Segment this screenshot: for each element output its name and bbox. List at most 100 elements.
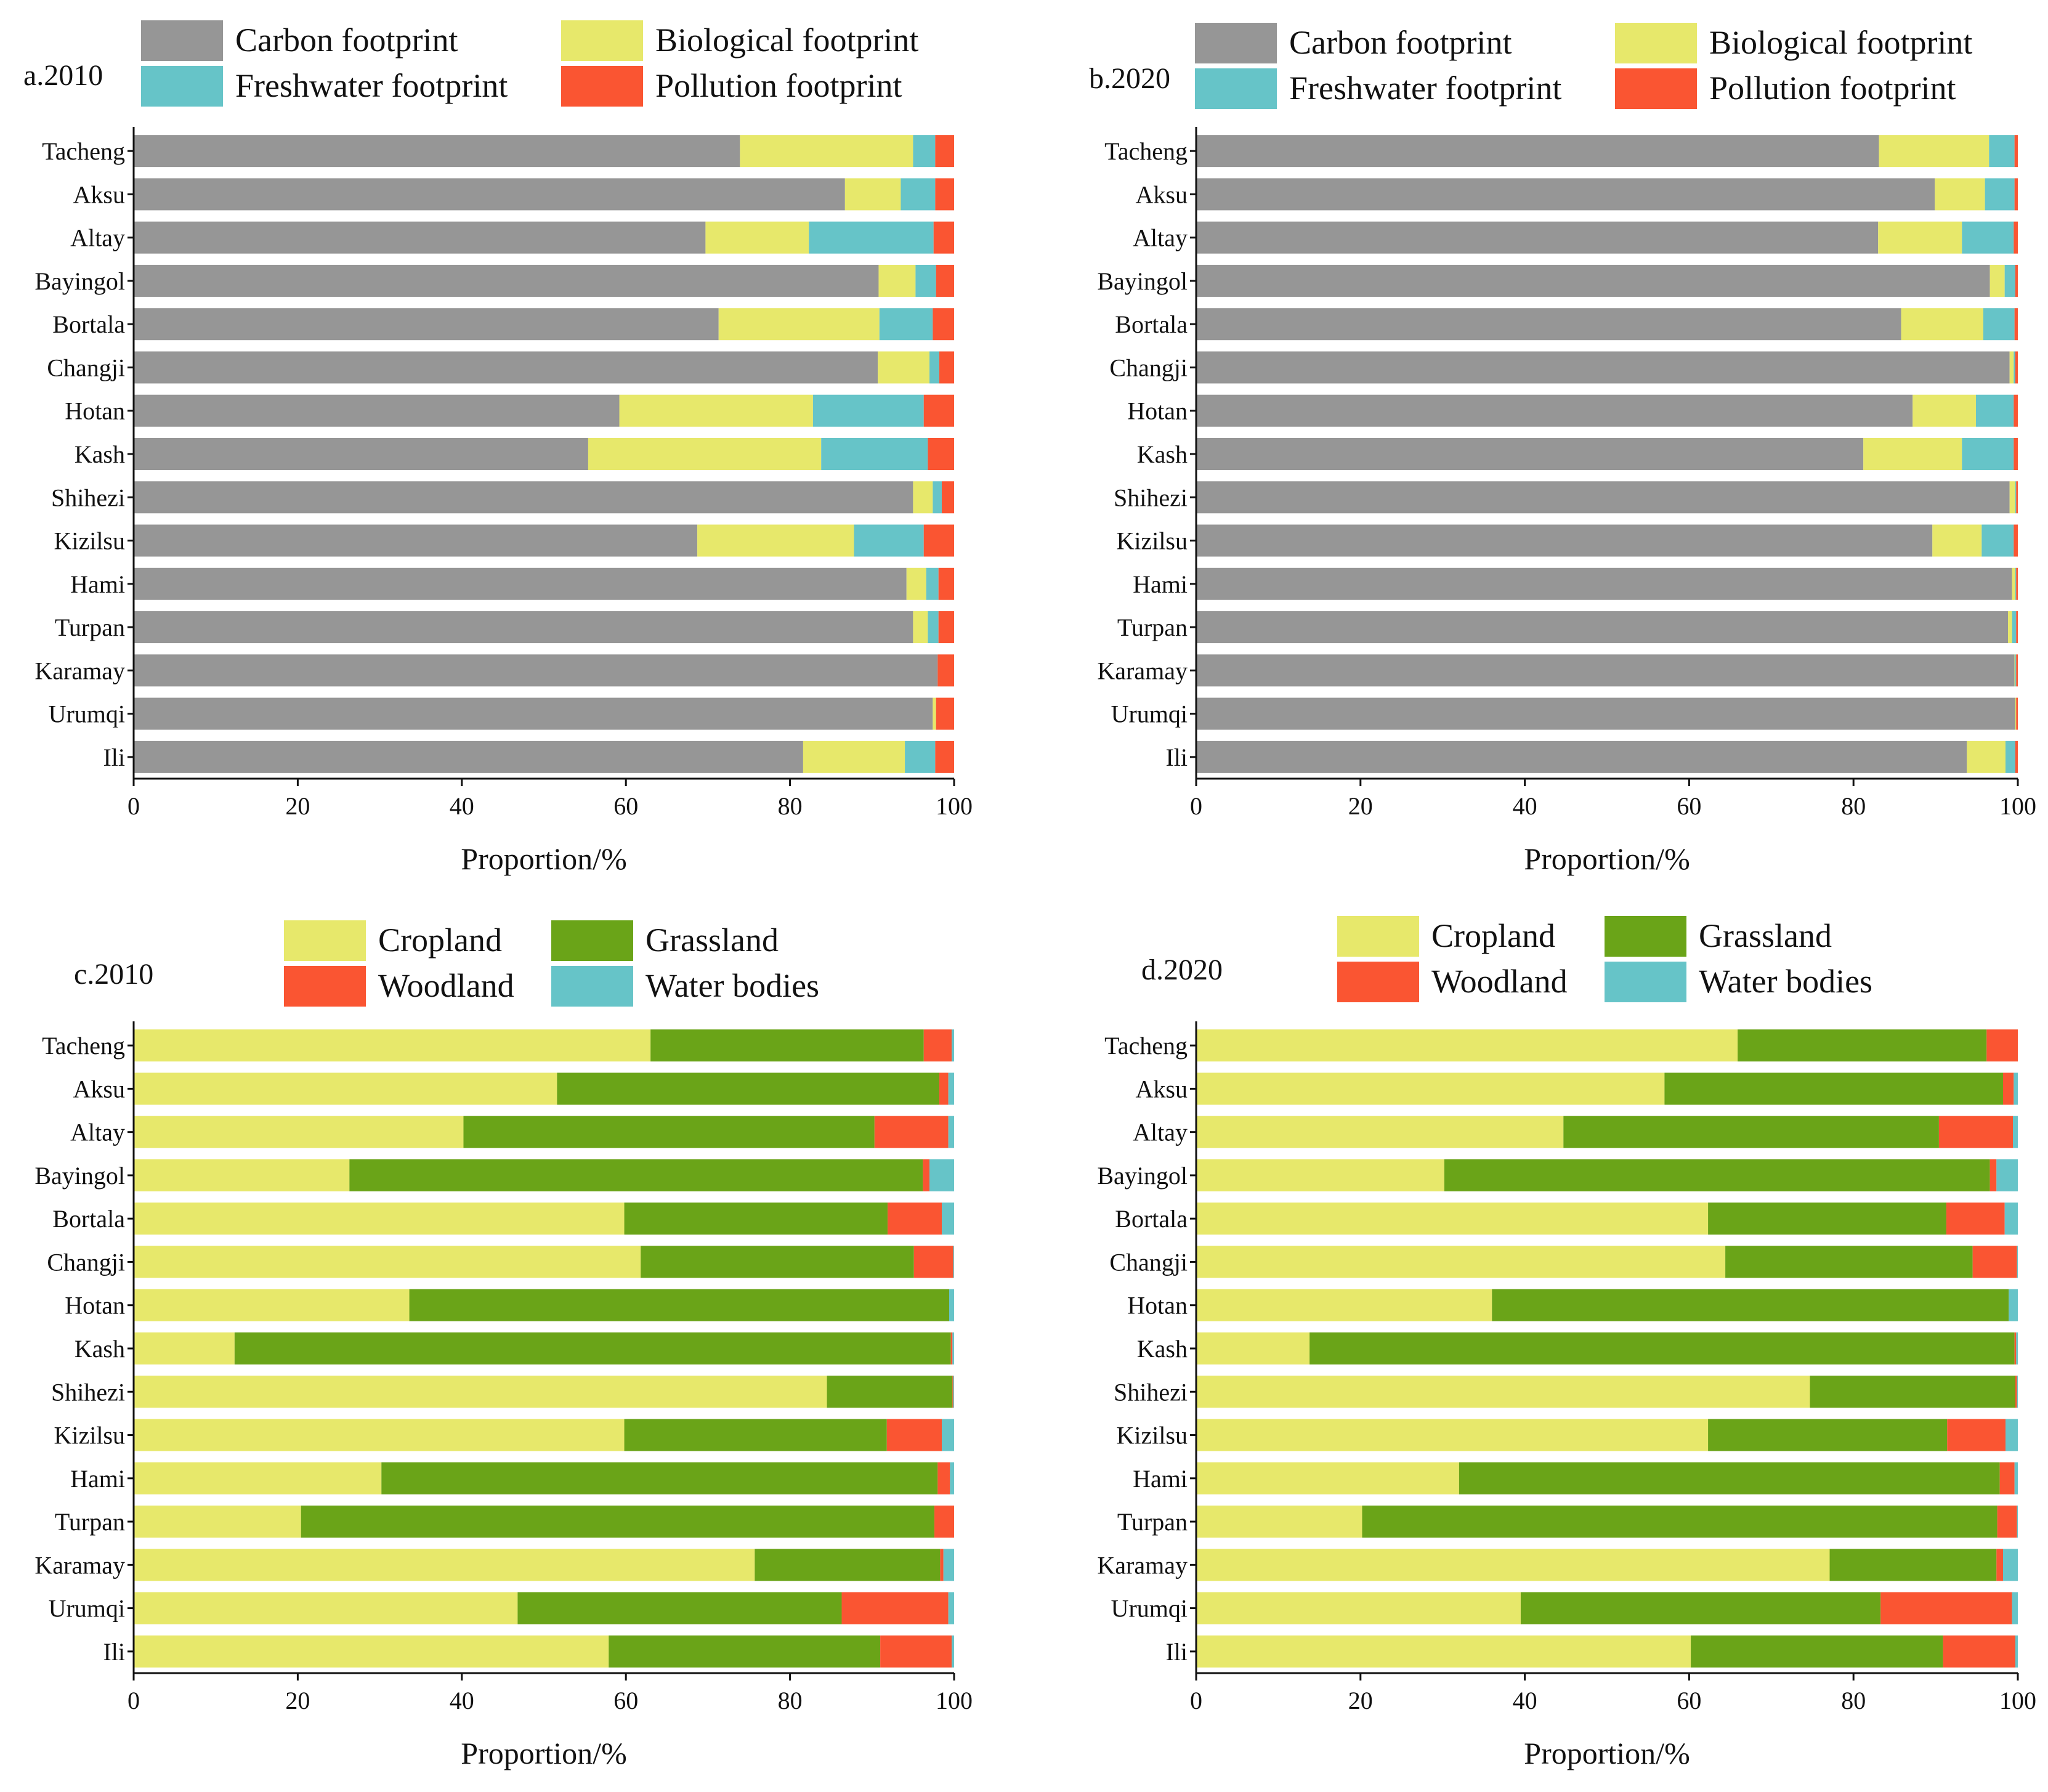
bar-segment-urumqi-4 <box>936 697 954 730</box>
bar-segment-ili-4 <box>935 740 954 773</box>
x-tick-label: 100 <box>936 792 973 820</box>
bar-segment-ili-2 <box>1691 1635 1943 1668</box>
bar-segment-urumqi-1 <box>1196 697 2015 730</box>
bar-segment-aksu-4 <box>935 178 954 211</box>
chart-panel-d: d.2020 Cropland Grassland Woodland Water bod… <box>1097 916 2036 1770</box>
category-label: Karamay <box>1097 1551 1188 1579</box>
bar-segment-turpan-2 <box>301 1506 935 1538</box>
panel-title: c.2010 <box>74 958 153 991</box>
bar-segment-hotan-4 <box>2014 394 2018 427</box>
bar-segment-karamay-4 <box>2016 654 2018 687</box>
bar-segment-tacheng-3 <box>1989 135 2015 168</box>
bar-segment-shihezi-3 <box>933 481 942 514</box>
legend-swatch <box>1337 916 1419 957</box>
bar-segment-aksu-1 <box>134 178 845 211</box>
bar-segment-hotan-1 <box>134 1289 410 1321</box>
legend-swatch <box>1615 68 1697 109</box>
bar-segment-bayingol-3 <box>1989 1159 1997 1191</box>
bar-segment-urumqi-2 <box>517 1592 842 1624</box>
category-label: Tacheng <box>42 1032 125 1060</box>
bar-segment-kash-2 <box>588 438 822 470</box>
bar-segment-karamay-3 <box>2015 654 2017 687</box>
bar-segment-bayingol-2 <box>349 1159 923 1191</box>
category-label: Altay <box>70 1119 125 1146</box>
x-axis-title: Proportion/% <box>1524 1736 1690 1770</box>
bar-segment-tacheng-4 <box>952 1029 954 1062</box>
bar-segment-turpan-3 <box>928 611 939 644</box>
bar-segment-hami-2 <box>2012 567 2015 600</box>
bar-segment-changji-3 <box>1972 1246 2017 1278</box>
bar-segment-kash-4 <box>928 438 954 470</box>
bar-segment-turpan-4 <box>2016 611 2018 644</box>
bar-segment-shihezi-4 <box>2016 481 2018 514</box>
bar-segment-tacheng-4 <box>2014 135 2018 168</box>
bar-segment-altay-3 <box>1962 221 2014 254</box>
bar-segment-bortala-1 <box>134 308 719 341</box>
bar-segment-altay-3 <box>1938 1116 2013 1148</box>
legend-label: Woodland <box>378 967 514 1004</box>
bar-segment-turpan-1 <box>134 1506 301 1538</box>
category-label: Changji <box>47 354 125 381</box>
legend-label: Biological footprint <box>655 22 918 59</box>
bar-segment-aksu-3 <box>901 178 936 211</box>
bar-segment-aksu-3 <box>1985 178 2015 211</box>
bar-segment-kizilsu-1 <box>1196 1419 1709 1451</box>
legend-label: Pollution footprint <box>1709 70 1956 107</box>
category-label: Ili <box>1165 1638 1188 1666</box>
bar-segment-tacheng-1 <box>1196 1029 1738 1062</box>
bar-segment-turpan-2 <box>913 611 928 644</box>
legend-label: Grassland <box>646 922 779 959</box>
bar-segment-ili-3 <box>905 740 936 773</box>
bar-segment-aksu-4 <box>2014 178 2018 211</box>
chart-panel-a: a.2010 Carbon footprint Biological footpri… <box>23 20 973 876</box>
bar-segment-ili-1 <box>1196 1635 1691 1668</box>
legend-swatch <box>141 20 223 61</box>
bar-segment-hotan-2 <box>1912 394 1976 427</box>
legend-swatch <box>1195 23 1277 63</box>
category-label: Bortala <box>52 310 125 338</box>
bar-segment-shihezi-2 <box>1810 1376 2015 1408</box>
bar-segment-kizilsu-1 <box>134 524 698 557</box>
bar-segment-karamay-4 <box>943 1549 954 1581</box>
bar-segment-tacheng-1 <box>134 135 740 168</box>
bar-segment-urumqi-4 <box>2012 1592 2018 1624</box>
category-label: Changji <box>1109 354 1188 381</box>
bar-segment-tacheng-3 <box>923 1029 952 1062</box>
bar-segment-kash-4 <box>2016 1332 2018 1364</box>
bar-segment-bortala-2 <box>624 1202 888 1235</box>
legend-swatch <box>284 966 366 1007</box>
category-label: Kash <box>1137 440 1188 468</box>
bar-segment-hotan-2 <box>409 1289 950 1321</box>
legend-swatch <box>561 66 643 107</box>
bar-segment-bayingol-3 <box>923 1159 930 1191</box>
legend-swatch <box>551 920 633 961</box>
bar-segment-shihezi-3 <box>2015 1376 2017 1408</box>
category-label: Aksu <box>73 1075 125 1103</box>
bar-segment-karamay-4 <box>2002 1549 2018 1581</box>
bar-segment-shihezi-3 <box>2015 481 2017 514</box>
category-label: Urumqi <box>1111 1595 1188 1623</box>
bar-segment-kash-4 <box>2014 438 2018 470</box>
category-label: Turpan <box>1117 1508 1188 1536</box>
bar-segment-kizilsu-1 <box>1196 524 1933 557</box>
bar-segment-shihezi-4 <box>2017 1376 2018 1408</box>
bar-segment-ili-2 <box>803 740 905 773</box>
bar-segment-tacheng-3 <box>913 135 936 168</box>
x-tick-label: 0 <box>127 1687 140 1714</box>
category-label: Hotan <box>1127 1292 1188 1320</box>
bar-segment-ili-2 <box>609 1635 881 1668</box>
bar-segment-shihezi-4 <box>942 481 954 514</box>
x-tick-label: 0 <box>1190 1687 1202 1714</box>
x-tick-label: 80 <box>778 792 803 820</box>
bar-segment-turpan-3 <box>2012 611 2017 644</box>
bar-segment-tacheng-4 <box>935 135 954 168</box>
bar-segment-kizilsu-2 <box>1708 1419 1948 1451</box>
bar-segment-kizilsu-1 <box>134 1419 625 1451</box>
category-label: Tacheng <box>42 137 125 165</box>
bar-segment-turpan-2 <box>2007 611 2012 644</box>
legend-swatch <box>551 966 633 1007</box>
bar-segment-hotan-4 <box>923 394 954 427</box>
bar-segment-aksu-1 <box>1196 1072 1665 1105</box>
x-tick-label: 20 <box>285 1687 310 1714</box>
bar-segment-bayingol-1 <box>134 264 879 297</box>
